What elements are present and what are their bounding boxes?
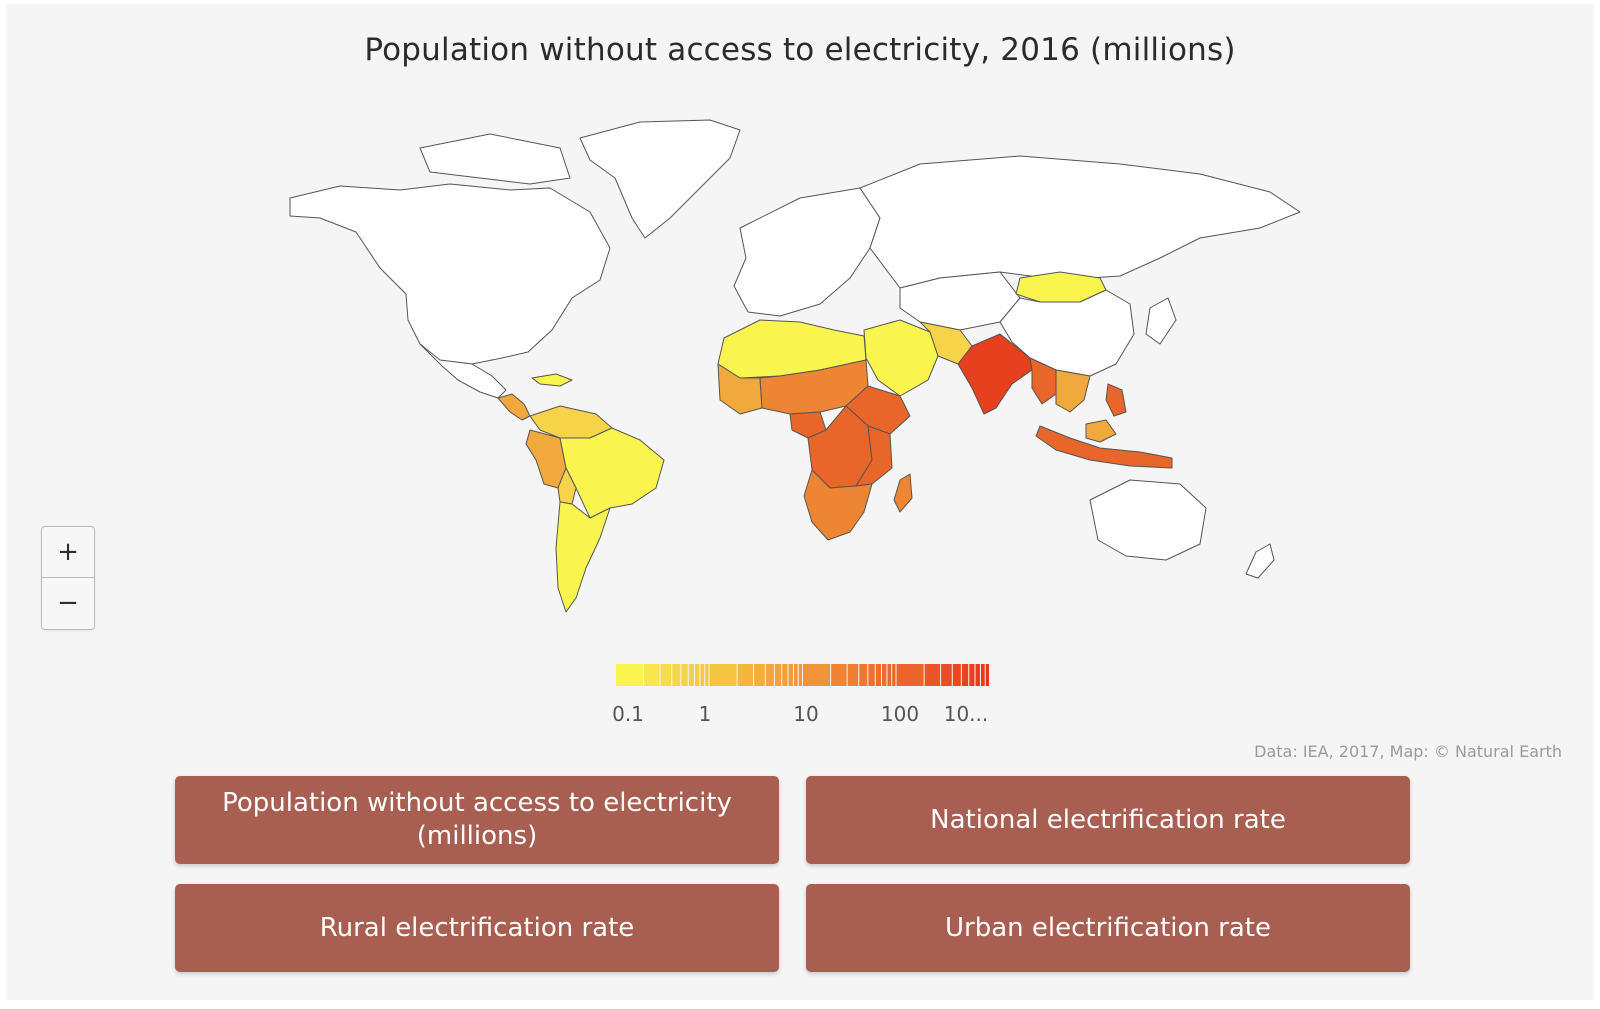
region-australia[interactable] [1089,479,1207,561]
population-without-access-button[interactable]: Population without access to electricity… [175,776,779,864]
urban-electrification-rate-button[interactable]: Urban electrification rate [806,884,1410,972]
legend-color-step [688,664,695,686]
legend-color-step [952,664,961,686]
legend-color-step [831,664,847,686]
legend-color-step [924,664,941,686]
legend-color-step [985,664,989,686]
legend-color-step [754,664,765,686]
region-southern-africa[interactable] [803,469,873,541]
legend-tick-label: 1 [698,702,712,726]
rural-electrification-rate-label: Rural electrification rate [319,912,635,943]
region-india[interactable] [957,333,1033,415]
legend-color-step [980,664,985,686]
legend-color-step [859,664,868,686]
legend-color-step [975,664,980,686]
legend-color-step [892,664,896,686]
legend-color-step [875,664,882,686]
legend-color-step [782,664,788,686]
region-russia[interactable] [859,155,1301,289]
legend-color-step [681,664,688,686]
region-new-zealand[interactable] [1245,543,1275,579]
legend-color-step [616,664,644,686]
urban-electrification-rate-label: Urban electrification rate [944,912,1271,943]
legend-color-step [695,664,700,686]
legend-color-step [709,664,737,686]
legend-tick-label: 0.1 [612,702,644,726]
region-bolivia[interactable] [557,467,577,505]
region-indonesia[interactable] [1035,425,1173,469]
legend-tick-label: 10 [793,702,819,726]
legend-tick-label: 10... [943,702,989,726]
legend-color-step [887,664,892,686]
legend-color-step [882,664,887,686]
legend-color-scale [616,664,989,686]
region-greenland[interactable] [579,119,741,239]
legend-color-step [737,664,754,686]
color-legend: 0.1 1 10 100 10... [610,664,990,734]
legend-color-step [705,664,709,686]
legend-color-step [774,664,782,686]
legend-color-step [660,664,672,686]
region-canada-arctic[interactable] [419,133,571,185]
region-philippines[interactable] [1105,383,1127,417]
legend-color-step [765,664,774,686]
region-madagascar[interactable] [893,473,913,513]
rural-electrification-rate-button[interactable]: Rural electrification rate [175,884,779,972]
legend-color-step [793,664,798,686]
legend-color-step [700,664,705,686]
data-credit: Data: IEA, 2017, Map: © Natural Earth [1254,742,1562,761]
legend-color-step [672,664,681,686]
legend-color-step [798,664,802,686]
legend-color-step [961,664,969,686]
legend-color-step [868,664,875,686]
region-middle-east[interactable] [863,319,939,397]
region-central-america[interactable] [497,393,531,421]
national-electrification-rate-button[interactable]: National electrification rate [806,776,1410,864]
region-mexico[interactable] [419,343,507,399]
legend-color-step [969,664,975,686]
legend-color-step [644,664,660,686]
zoom-out-button[interactable]: − [42,577,94,628]
legend-color-step [941,664,952,686]
region-southeast-asia[interactable] [1055,369,1091,413]
region-south-cone[interactable] [555,501,611,613]
population-without-access-label: Population without access to electricity… [222,788,732,851]
legend-color-step [803,664,831,686]
region-brazil[interactable] [559,427,665,519]
region-japan[interactable] [1145,297,1177,345]
zoom-in-button[interactable]: + [57,537,79,567]
legend-tick-label: 100 [880,702,920,726]
zoom-control: + − [41,526,95,630]
legend-color-step [896,664,924,686]
region-borneo[interactable] [1085,419,1117,443]
legend-color-step [788,664,793,686]
choropleth-map[interactable] [260,108,1340,628]
region-europe[interactable] [733,187,881,317]
region-north-america[interactable] [289,183,611,365]
region-caribbean[interactable] [531,373,573,387]
page-title: Population without access to electricity… [364,32,1236,68]
national-electrification-rate-label: National electrification rate [930,804,1286,835]
legend-color-step [847,664,859,686]
